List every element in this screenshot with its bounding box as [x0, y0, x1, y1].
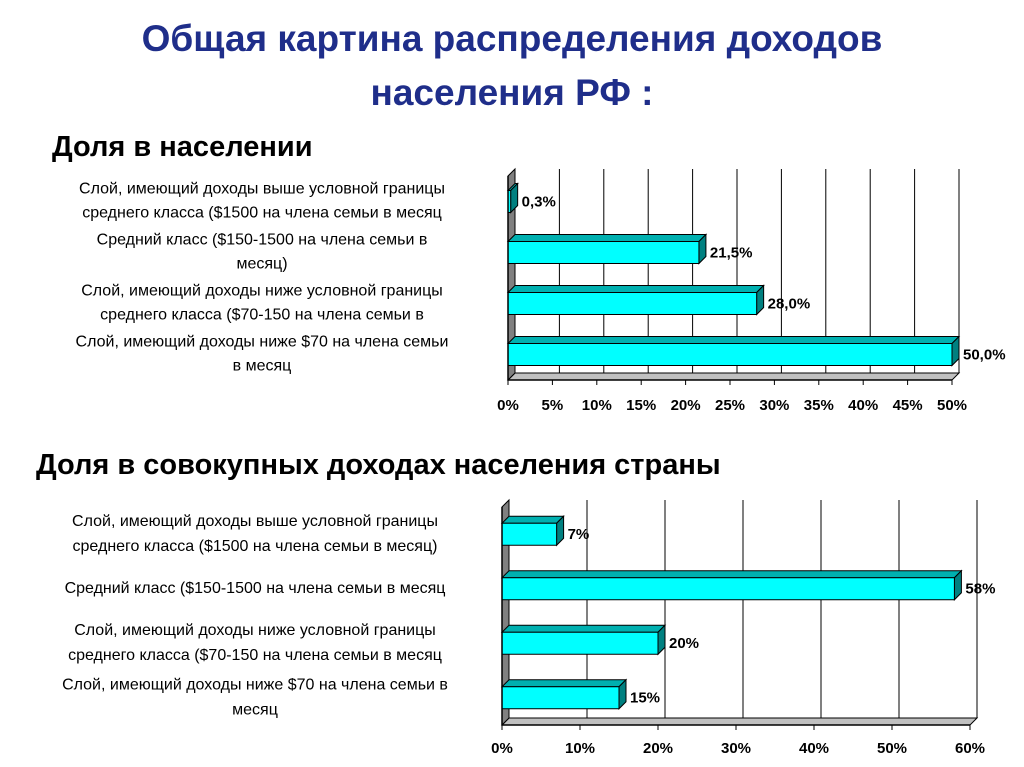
income-tick-label: 30% — [721, 740, 751, 757]
page-title: Общая картина распределения доходов насе… — [0, 12, 1024, 120]
population-tick-label: 35% — [804, 397, 834, 414]
income-tick-label: 40% — [799, 740, 829, 757]
income-share-chart: 0% 10% 20% 30% 40% 50% 60% 7% Слой, имеющий дохо… — [62, 498, 995, 757]
income-share-heading: Доля в совокупных доходах населения стра… — [36, 449, 721, 481]
population-value-label: 21,5% — [710, 244, 753, 261]
page-title-line-1: Общая картина распределения доходов — [141, 18, 883, 59]
income-value-label: 58% — [965, 581, 995, 598]
income-bar-top — [500, 679, 628, 688]
population-floor — [506, 372, 961, 381]
population-category-label: Средний класс ($150-1500 на члена семьи … — [97, 232, 428, 249]
income-value-label: 15% — [630, 690, 660, 707]
population-category-label: в месяц — [233, 358, 292, 375]
population-bar — [507, 343, 953, 366]
population-bar-top — [506, 336, 961, 344]
population-share-heading: Доля в населении — [52, 131, 313, 163]
population-tick-label: 40% — [848, 397, 878, 414]
income-bar — [501, 686, 620, 710]
population-category-label: среднего класса ($1500 на члена семьи в … — [82, 205, 442, 222]
income-category-label: месяц — [232, 701, 278, 718]
population-tick-label: 15% — [626, 397, 656, 414]
income-bar — [501, 577, 955, 601]
population-tick-label: 25% — [715, 397, 745, 414]
income-category-label: Слой, имеющий доходы выше условной грани… — [72, 513, 438, 530]
population-bar-top — [506, 285, 765, 293]
income-tick-label: 50% — [877, 740, 907, 757]
population-value-label: 0,3% — [522, 193, 556, 210]
population-bar — [507, 241, 700, 264]
population-category-label: Слой, имеющий доходы ниже $70 на члена с… — [76, 334, 449, 351]
income-category-label: среднего класса ($1500 на члена семьи в … — [73, 538, 438, 555]
population-value-label: 28,0% — [768, 295, 811, 312]
population-tick-label: 30% — [759, 397, 789, 414]
income-bar-top — [500, 624, 667, 633]
population-tick-label: 0% — [497, 397, 519, 414]
population-tick-label: 50% — [937, 397, 967, 414]
income-category-label: среднего класса ($70-150 на члена семьи … — [68, 647, 442, 664]
population-value-label: 50,0% — [963, 346, 1006, 363]
page-title-line-2: населения РФ : — [370, 72, 654, 113]
population-bar-top — [506, 234, 708, 242]
population-tick-label: 45% — [893, 397, 923, 414]
income-bar-top — [500, 515, 565, 524]
income-category-label: Средний класс ($150-1500 на члена семьи … — [65, 580, 446, 597]
income-bar-top — [500, 570, 963, 579]
income-bar — [501, 522, 558, 546]
population-share-chart: 0% 5% 10% 15% 20% 25% 30% 35% 40% 45% 50% 0,3% Слой,… — [76, 167, 1006, 414]
population-tick-label: 10% — [582, 397, 612, 414]
income-floor — [500, 717, 979, 726]
population-category-label: среднего класса ($70-150 на члена семьи … — [100, 307, 424, 324]
population-tick-label: 20% — [671, 397, 701, 414]
population-tick-label: 5% — [542, 397, 564, 414]
income-bar — [501, 631, 659, 655]
population-category-label: Слой, имеющий доходы ниже условной грани… — [81, 283, 443, 300]
income-tick-label: 10% — [565, 740, 595, 757]
income-tick-label: 0% — [491, 740, 513, 757]
income-tick-label: 60% — [955, 740, 985, 757]
population-bar — [507, 292, 758, 315]
income-value-label: 20% — [669, 635, 699, 652]
income-category-label: Слой, имеющий доходы ниже $70 на члена с… — [62, 676, 448, 693]
population-category-label: Слой, имеющий доходы выше условной грани… — [79, 181, 445, 198]
income-tick-label: 20% — [643, 740, 673, 757]
income-value-label: 7% — [568, 526, 590, 543]
population-category-label: месяц) — [236, 256, 287, 273]
income-category-label: Слой, имеющий доходы ниже условной грани… — [74, 622, 436, 639]
